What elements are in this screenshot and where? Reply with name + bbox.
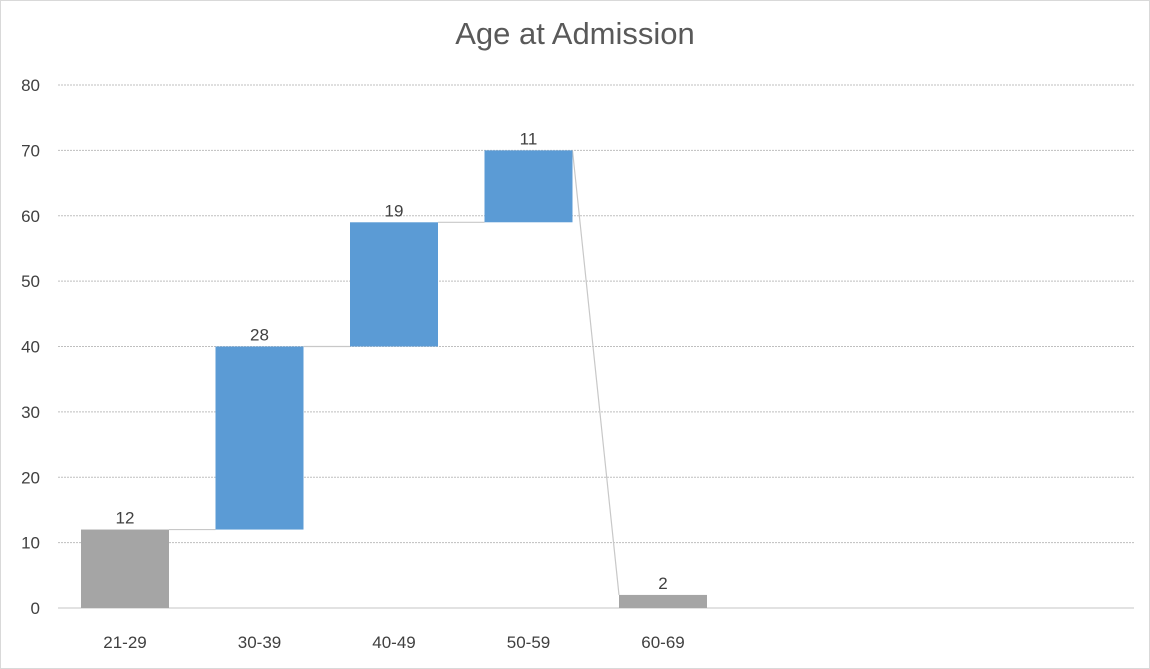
x-axis-tick-labels: 21-29 30-39 40-49 50-59 60-69 <box>103 633 684 652</box>
bar-21-29 <box>81 529 169 608</box>
y-tick-label: 70 <box>21 141 40 160</box>
x-tick-label: 60-69 <box>641 633 684 652</box>
y-tick-label: 80 <box>21 76 40 95</box>
y-tick-label: 20 <box>21 468 40 487</box>
data-label: 2 <box>658 574 667 593</box>
y-axis-tick-labels: 0 10 20 30 40 50 60 70 80 <box>21 76 40 618</box>
bar-50-59 <box>484 150 573 223</box>
x-tick-label: 30-39 <box>238 633 281 652</box>
bar-30-39 <box>215 346 304 530</box>
bars <box>81 150 707 608</box>
data-label: 28 <box>250 326 269 345</box>
x-tick-label: 40-49 <box>372 633 415 652</box>
data-label: 11 <box>520 129 538 148</box>
x-tick-label: 50-59 <box>507 633 550 652</box>
bar-60-69 <box>619 594 707 608</box>
chart-title: Age at Admission <box>455 16 695 51</box>
gridlines <box>58 84 1134 609</box>
y-tick-label: 50 <box>21 272 40 291</box>
y-tick-label: 60 <box>21 207 40 226</box>
y-tick-label: 10 <box>21 534 40 553</box>
connector-lines <box>169 150 620 595</box>
data-label: 19 <box>385 201 404 220</box>
y-tick-label: 30 <box>21 403 40 422</box>
data-label: 12 <box>116 509 135 528</box>
connector-line <box>571 150 620 595</box>
data-labels: 12 28 19 11 2 <box>116 129 668 593</box>
y-tick-label: 0 <box>31 599 40 618</box>
y-tick-label: 40 <box>21 338 40 357</box>
x-tick-label: 21-29 <box>103 633 146 652</box>
bar-40-49 <box>350 222 438 347</box>
